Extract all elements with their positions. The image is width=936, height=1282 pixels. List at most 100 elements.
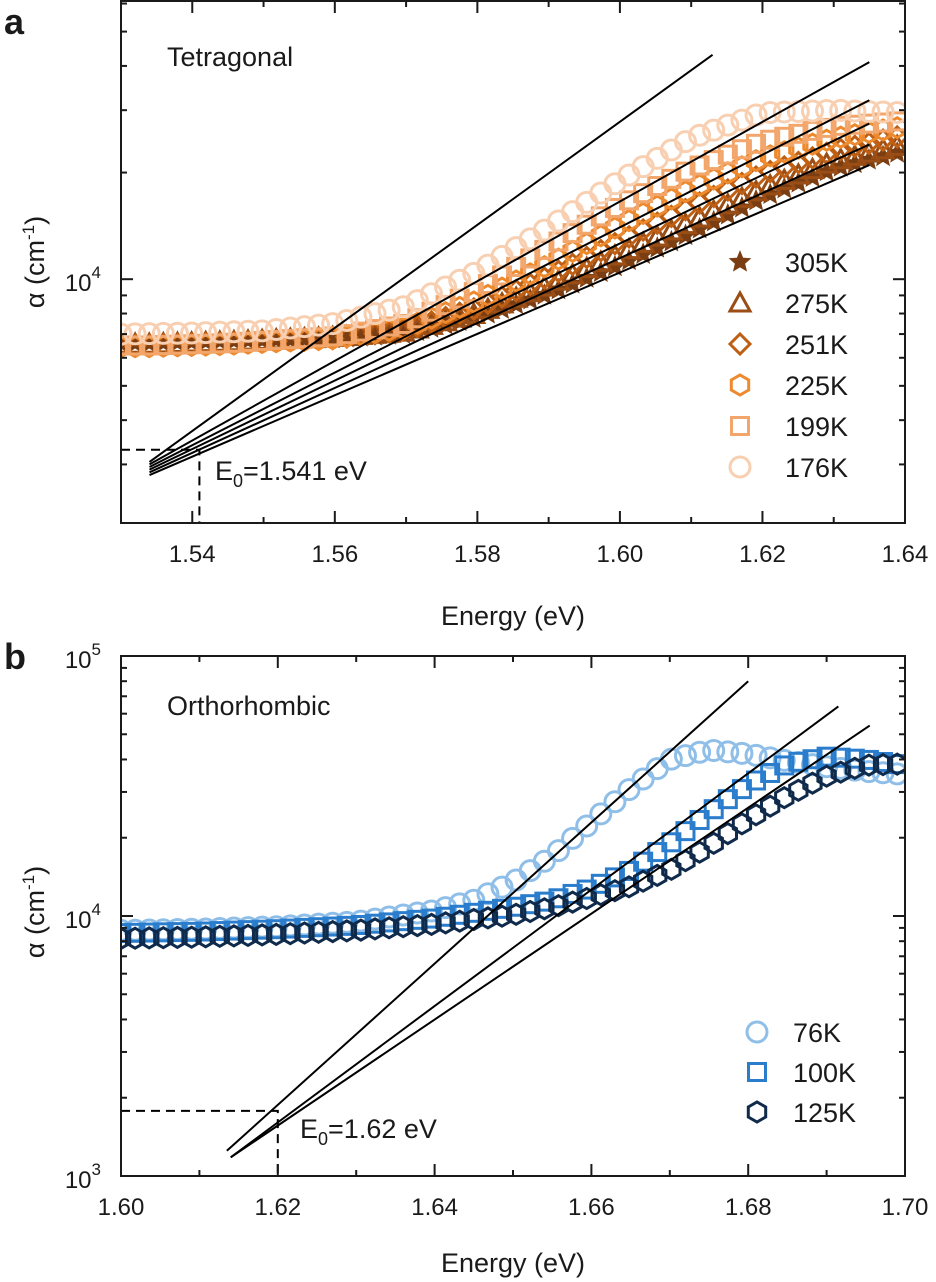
data-point-275K [884, 133, 905, 156]
data-point-199K [223, 332, 244, 353]
data-point-125K [816, 764, 837, 788]
data-point-76K [631, 767, 655, 791]
x-tick-label: 1.62 [739, 541, 786, 568]
data-point-176K [561, 200, 585, 224]
data-point-176K [222, 320, 246, 344]
legend-label-251K: 251K [785, 330, 848, 360]
data-point-125K [788, 778, 809, 803]
data-point-125K [830, 760, 851, 784]
data-point-125K [209, 924, 230, 949]
data-point-76K [673, 744, 697, 768]
series-176K [121, 98, 905, 346]
data-point-76K [702, 738, 726, 762]
data-point-225K [590, 224, 611, 248]
legend-marker-176K [728, 455, 752, 479]
annotation-a-prefix: E [215, 456, 233, 486]
x-tick-label: 1.54 [169, 541, 216, 568]
fit-line-225K [149, 99, 870, 468]
data-point-125K [266, 922, 287, 947]
data-point-76K [546, 839, 570, 863]
series-100K [121, 746, 905, 944]
data-point-199K [167, 334, 188, 355]
data-point-125K [336, 919, 357, 943]
y-axis-title-b-sup: -1 [19, 875, 38, 890]
data-point-76K [589, 802, 613, 826]
data-point-125K [308, 920, 329, 945]
data-point-176K [307, 313, 331, 337]
annotation-a-sub: 0 [233, 471, 243, 491]
legend-label-176K: 176K [785, 453, 848, 483]
data-point-199K [858, 113, 879, 134]
data-point-199K [195, 333, 216, 354]
data-point-100K [703, 799, 724, 820]
plot-clip-a [121, 53, 905, 523]
data-point-100K [788, 751, 809, 772]
x-tick-label: 1.56 [311, 541, 358, 568]
legend-a: 305K 275K 251K 225K 199K 176K [727, 248, 848, 483]
annotation-text-b: E0=1.62 eV [300, 1114, 437, 1149]
data-point-76K [659, 747, 683, 771]
x-tick-label: 1.62 [254, 1194, 301, 1221]
data-point-125K [364, 917, 386, 941]
panel-label-b: b [4, 636, 26, 677]
data-point-125K [139, 926, 160, 950]
plot-frame-a [120, 0, 906, 524]
data-point-125K [393, 914, 414, 939]
legend-label-76K: 76K [793, 1018, 841, 1048]
data-point-100K [548, 888, 569, 909]
x-tick-label: 1.66 [568, 1194, 615, 1221]
x-tick-label: 1.64 [411, 1194, 458, 1221]
data-point-176K [151, 321, 175, 345]
x-axis-b: 1.60 1.62 1.64 1.66 1.68 1.70 [98, 656, 929, 1221]
legend-marker-251K [727, 331, 753, 357]
data-point-125K [294, 921, 315, 945]
fit-line-125K [230, 724, 871, 1159]
x-tick-label: 1.70 [882, 1194, 929, 1221]
data-point-199K [830, 115, 851, 136]
data-point-199K [121, 335, 131, 356]
data-point-76K [730, 741, 754, 765]
data-point-125K [576, 886, 597, 911]
data-point-199K [774, 126, 795, 147]
fit-line-176K [148, 53, 714, 463]
data-point-199K [209, 333, 230, 354]
annotation-a-suffix: =1.541 eV [243, 456, 367, 486]
panel-label-a: a [4, 1, 25, 42]
data-point-76K [575, 814, 599, 838]
y-tick-label: 104 [65, 900, 101, 934]
chart-title-b: Orthorhombic [167, 691, 331, 721]
data-point-176K [688, 123, 712, 147]
data-point-176K [180, 321, 204, 345]
plot-area-a [121, 53, 905, 523]
legend-label-275K: 275K [785, 289, 848, 319]
data-point-125K [858, 753, 880, 777]
data-point-176K [236, 319, 260, 343]
data-point-225K [576, 231, 597, 256]
legend-marker-125K [746, 1100, 768, 1124]
data-point-176K [885, 100, 905, 124]
legend-b: 76K 100K 125K [745, 1018, 856, 1128]
x-axis-title-b: Energy (eV) [441, 1248, 585, 1278]
data-point-125K [745, 803, 767, 827]
y-tick-label-base: 10 [65, 647, 92, 674]
y-tick-label-exp: 4 [92, 263, 101, 282]
data-point-176K [405, 289, 429, 313]
data-point-176K [589, 181, 613, 205]
data-point-76K [744, 743, 768, 767]
data-point-176K [575, 190, 599, 214]
data-point-176K [278, 316, 302, 340]
data-point-176K [673, 130, 697, 154]
data-point-125K [802, 771, 823, 795]
data-point-125K [379, 916, 400, 940]
data-point-176K [419, 282, 443, 306]
data-point-176K [391, 295, 415, 319]
data-point-125K [548, 893, 569, 918]
y-tick-label-base: 10 [65, 270, 92, 297]
data-point-100K [534, 891, 555, 912]
data-point-275K [842, 143, 868, 166]
data-point-199K [788, 123, 809, 144]
data-point-275K [856, 139, 882, 163]
data-point-125K [435, 911, 456, 935]
legend-label-100K: 100K [793, 1058, 856, 1088]
